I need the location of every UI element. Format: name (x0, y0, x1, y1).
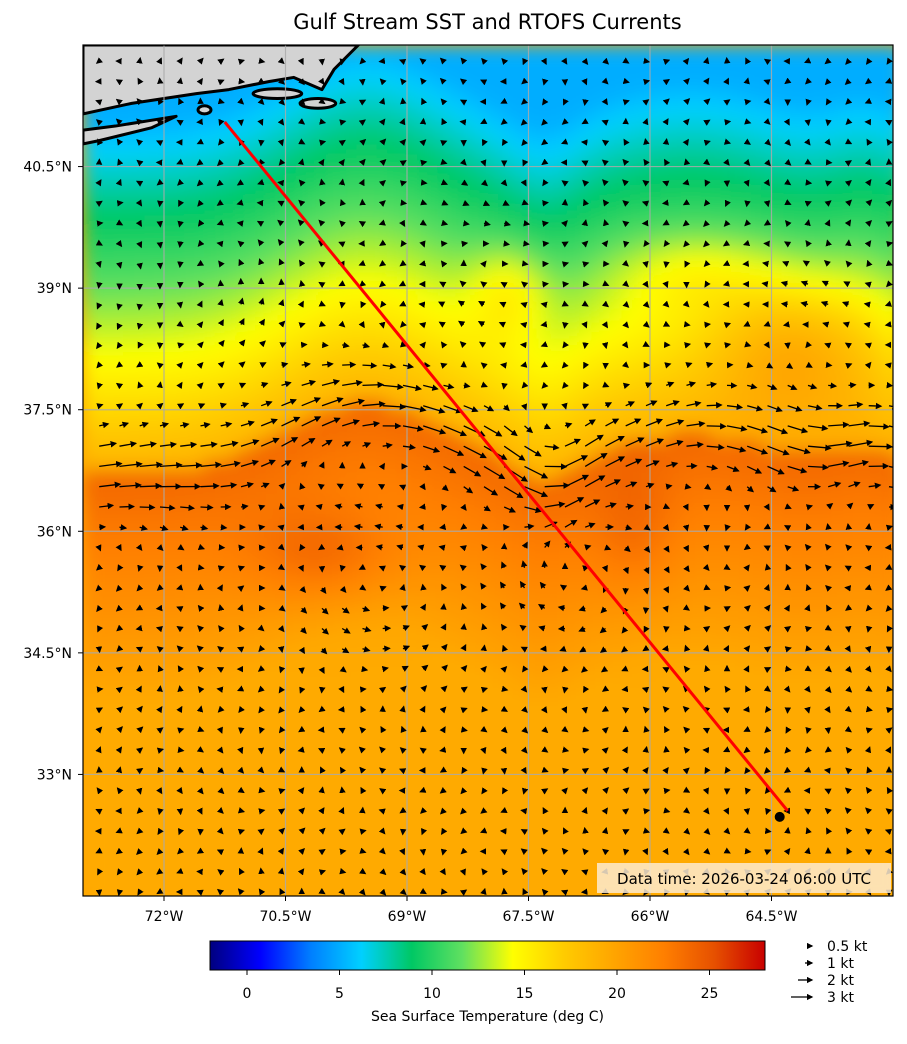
colorbar-tick-label: 25 (701, 986, 719, 1002)
colorbar-tick-label: 0 (243, 986, 252, 1002)
vector-legend: 0.5 kt1 kt2 kt3 kt (791, 939, 868, 1006)
route-end-marker (774, 811, 785, 822)
map-title: Gulf Stream SST and RTOFS Currents (293, 10, 682, 34)
lat-tick-label: 37.5°N (23, 403, 72, 419)
vector-legend-label: 0.5 kt (827, 939, 868, 955)
data-time-box: Data time: 2026-03-24 06:00 UTC (597, 863, 891, 893)
vector-legend-label: 2 kt (827, 973, 854, 989)
colorbar-tick-label: 5 (335, 986, 344, 1002)
lon-tick-label: 64.5°W (745, 909, 797, 925)
colorbar-tick-label: 15 (516, 986, 534, 1002)
lon-tick-label: 72°W (145, 909, 184, 925)
latitude-ticks: 40.5°N 39°N 37.5°N 36°N 34.5°N 33°N (23, 160, 83, 783)
longitude-ticks: 72°W 70.5°W 69°W 67.5°W 66°W 64.5°W (145, 896, 798, 925)
lat-tick-label: 34.5°N (23, 646, 72, 662)
vector-legend-label: 3 kt (827, 990, 854, 1006)
colorbar-tick-label: 10 (423, 986, 441, 1002)
route-track-line (223, 121, 789, 812)
lat-tick-label: 33°N (37, 767, 72, 783)
map-frame (82, 44, 894, 897)
colorbar-ticks: 0 5 10 15 20 25 (243, 970, 719, 1002)
lat-tick-label: 36°N (37, 524, 72, 540)
lat-tick-label: 40.5°N (23, 160, 72, 176)
colorbar-label: Sea Surface Temperature (deg C) (371, 1009, 604, 1025)
map-area[interactable] (83, 45, 907, 907)
current-vectors (94, 56, 893, 896)
vector-legend-label: 1 kt (827, 956, 854, 972)
sst-field (83, 45, 893, 896)
lat-tick-label: 39°N (37, 281, 72, 297)
data-time-label: Data time: 2026-03-24 06:00 UTC (617, 870, 871, 888)
lon-tick-label: 69°W (388, 909, 427, 925)
colorbar-tick-label: 20 (608, 986, 626, 1002)
lon-tick-label: 70.5°W (259, 909, 311, 925)
lon-tick-label: 67.5°W (502, 909, 554, 925)
colorbar-bar (209, 940, 766, 971)
lon-tick-label: 66°W (631, 909, 670, 925)
colorbar: 0 5 10 15 20 25 (209, 940, 766, 1002)
